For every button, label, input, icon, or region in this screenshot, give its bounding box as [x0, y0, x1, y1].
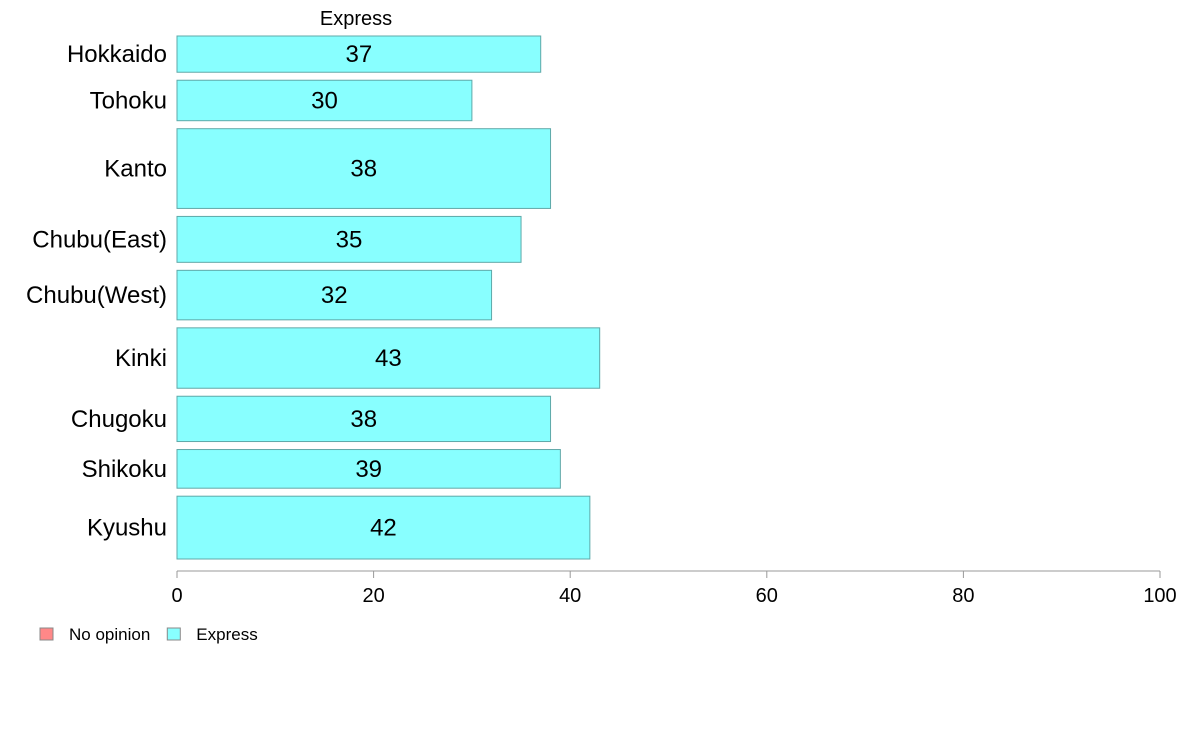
x-tick-label: 40	[559, 585, 581, 607]
category-label: Hokkaido	[67, 41, 167, 68]
bar-kyushu	[176, 495, 591, 560]
bar-kinki	[176, 327, 601, 389]
bar-value-label: 39	[355, 456, 382, 483]
bar-value-label: 37	[346, 41, 373, 68]
legend-swatch	[39, 627, 54, 641]
bar-value-label: 43	[375, 345, 402, 372]
category-label: Chugoku	[71, 406, 167, 433]
bar-value-label: 35	[336, 226, 363, 253]
legend-label: Express	[196, 625, 257, 644]
category-label: Chubu(West)	[26, 282, 167, 309]
bars-group: 37 30 38 35 32 43 38 39 42	[176, 35, 601, 560]
bar-hokkaido	[176, 35, 542, 73]
x-tick-label: 0	[171, 585, 182, 607]
series-title: Express	[320, 8, 392, 30]
category-label: Kyushu	[87, 515, 167, 542]
bar-value-label: 30	[311, 87, 338, 114]
bar-value-label: 42	[370, 515, 397, 542]
bar-shikoku	[176, 449, 561, 489]
bar-chugoku	[176, 395, 552, 443]
bar-value-label: 32	[321, 282, 348, 309]
x-tick-label: 60	[756, 585, 778, 607]
category-labels: Hokkaido Tohoku Kanto Chubu(East) Chubu(West…	[26, 41, 167, 541]
x-axis: 0 20 40 60 80 100	[171, 570, 1177, 607]
category-label: Kanto	[104, 156, 167, 183]
x-tick-label: 20	[362, 585, 384, 607]
bar-kanto	[176, 128, 552, 209]
bar-tohoku	[176, 79, 473, 122]
category-label: Kinki	[115, 345, 167, 372]
x-tick-label: 80	[952, 585, 974, 607]
bar-chubu-west	[176, 269, 493, 321]
category-label: Tohoku	[90, 87, 167, 114]
bar-chubu-east	[176, 215, 522, 263]
category-label: Shikoku	[82, 456, 167, 483]
legend-label: No opinion	[69, 625, 150, 644]
legend-swatch	[166, 627, 181, 641]
x-tick-label: 100	[1143, 585, 1176, 607]
bar-value-label: 38	[350, 156, 377, 183]
legend: No opinion Express	[39, 625, 258, 644]
bar-value-label: 38	[350, 406, 377, 433]
category-label: Chubu(East)	[32, 226, 167, 253]
